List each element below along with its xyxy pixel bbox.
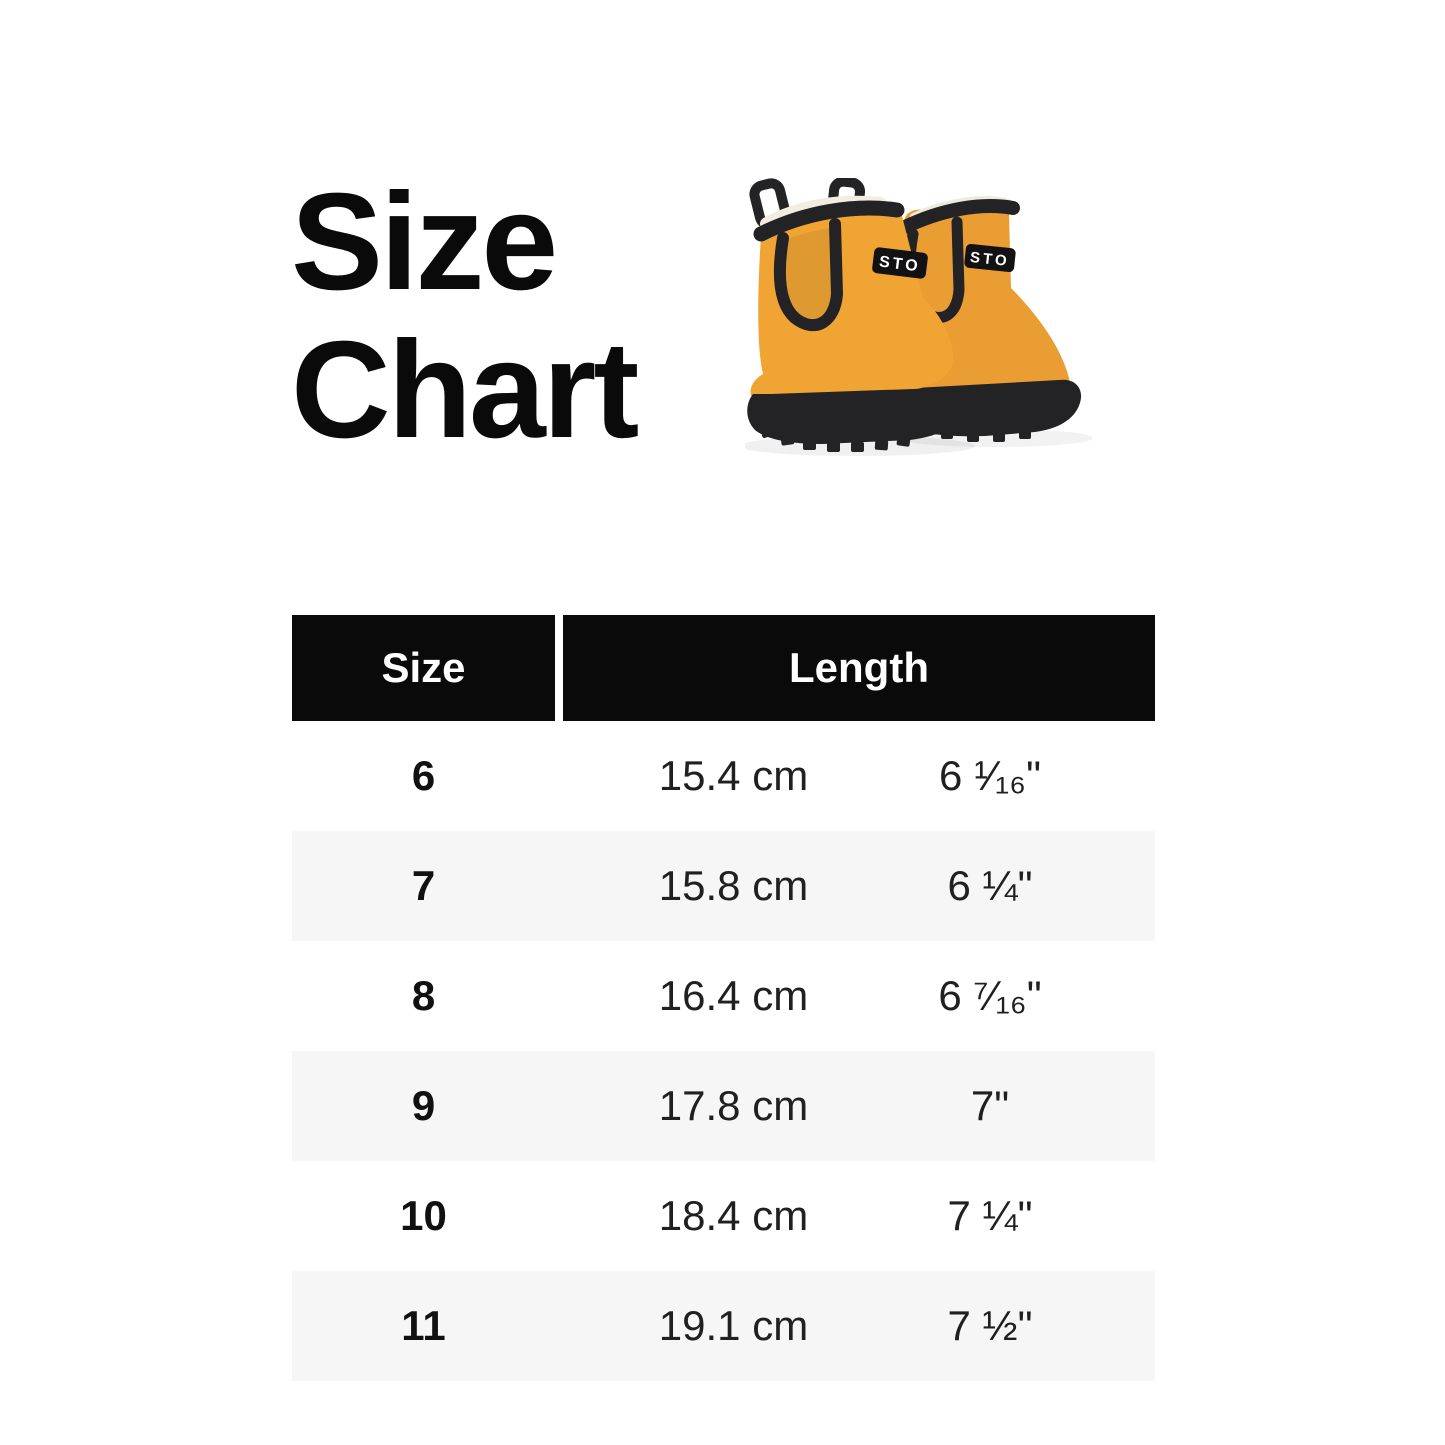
svg-text:STO: STO bbox=[878, 254, 921, 276]
svg-text:STO: STO bbox=[969, 249, 1010, 270]
table-row: 7 15.8 cm 6 ¼" bbox=[292, 831, 1155, 941]
size-header-cell: Size bbox=[292, 615, 555, 721]
length-in-cell: 7" bbox=[970, 1082, 1010, 1129]
boot-gusset bbox=[781, 228, 831, 322]
size-cell: 9 bbox=[411, 1082, 436, 1129]
length-in-cell: 7 ¼" bbox=[947, 1192, 1033, 1239]
length-in-cell: 6 ¼" bbox=[947, 862, 1033, 909]
size-cell: 6 bbox=[411, 752, 436, 799]
size-table: Size Length 6 15.4 cm 6 ¹⁄₁₆" 7 15.8 cm … bbox=[292, 615, 1155, 1381]
length-cm-cell: 18.4 cm bbox=[658, 1192, 809, 1239]
length-cm-cell: 15.8 cm bbox=[658, 862, 809, 909]
table-row: 11 19.1 cm 7 ½" bbox=[292, 1271, 1155, 1381]
length-cm-cell: 17.8 cm bbox=[658, 1082, 809, 1129]
boot-sole bbox=[747, 388, 963, 444]
table-row: 9 17.8 cm 7" bbox=[292, 1051, 1155, 1161]
brand-label: STO bbox=[964, 243, 1016, 273]
product-photo-rain-boots: STO STO bbox=[745, 178, 1093, 456]
length-in-cell: 6 ¹⁄₁₆" bbox=[938, 752, 1042, 799]
length-cm-cell: 16.4 cm bbox=[658, 972, 809, 1019]
table-row: 8 16.4 cm 6 ⁷⁄₁₆" bbox=[292, 941, 1155, 1051]
length-cm-cell: 15.4 cm bbox=[658, 752, 809, 799]
front-boot: STO bbox=[747, 178, 963, 452]
table-header-row: Size Length bbox=[292, 615, 1155, 721]
size-cell: 8 bbox=[411, 972, 436, 1019]
size-cell: 7 bbox=[411, 862, 436, 909]
table-row: 6 15.4 cm 6 ¹⁄₁₆" bbox=[292, 721, 1155, 831]
length-header-cell: Length bbox=[563, 615, 1155, 721]
length-in-cell: 6 ⁷⁄₁₆" bbox=[938, 972, 1042, 1019]
length-cm-cell: 19.1 cm bbox=[658, 1302, 809, 1349]
page-title: Size Chart bbox=[291, 165, 639, 467]
size-cell: 11 bbox=[401, 1302, 446, 1349]
boot-collar-trim bbox=[753, 200, 905, 242]
size-cell: 10 bbox=[400, 1192, 447, 1239]
table-body: 6 15.4 cm 6 ¹⁄₁₆" 7 15.8 cm 6 ¼" 8 16.4 … bbox=[292, 721, 1155, 1381]
table-row: 10 18.4 cm 7 ¼" bbox=[292, 1161, 1155, 1271]
brand-label: STO bbox=[872, 247, 928, 279]
boot-gusset-trim bbox=[773, 218, 844, 332]
length-in-cell: 7 ½" bbox=[947, 1302, 1033, 1349]
boot-collar-trim bbox=[896, 199, 1020, 235]
